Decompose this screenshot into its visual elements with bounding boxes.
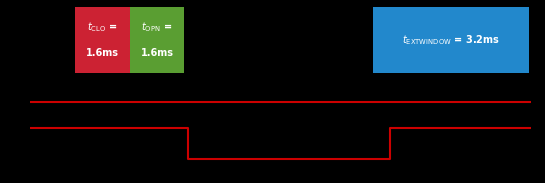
FancyBboxPatch shape [130, 7, 184, 73]
FancyBboxPatch shape [373, 7, 529, 73]
Text: 1.6ms: 1.6ms [141, 48, 173, 58]
Text: 1.6ms: 1.6ms [86, 48, 119, 58]
Text: $t_{\mathrm{EXTWINDOW}}$ = 3.2ms: $t_{\mathrm{EXTWINDOW}}$ = 3.2ms [402, 33, 500, 47]
FancyBboxPatch shape [75, 7, 130, 73]
Text: $t_{\mathrm{OPN}}$ =: $t_{\mathrm{OPN}}$ = [141, 20, 173, 34]
Text: $t_{\mathrm{CLO}}$ =: $t_{\mathrm{CLO}}$ = [87, 20, 118, 34]
